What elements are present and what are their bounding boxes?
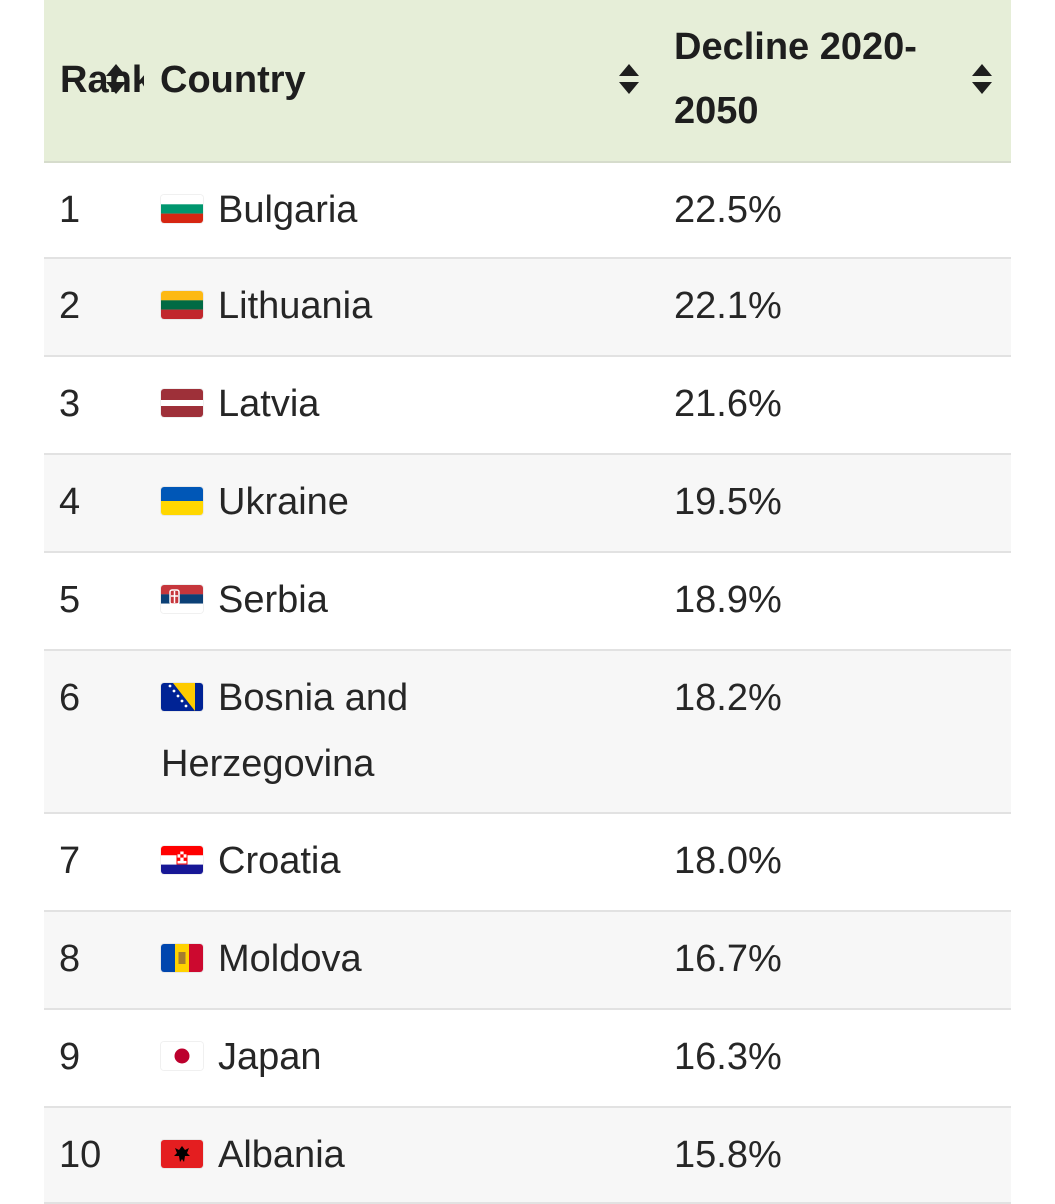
japan-flag-icon	[161, 1041, 203, 1070]
rank-cell: 8	[59, 938, 81, 980]
table-row: 3 Latvia 21.6%	[44, 357, 1011, 455]
table-row: 4 Ukraine 19.5%	[44, 455, 1011, 553]
lithuania-flag-icon	[161, 290, 203, 319]
table-header: Rank Country Decline 2020-2050	[44, 0, 1011, 163]
rank-cell: 1	[59, 189, 81, 231]
decline-value-cell: 21.6%	[674, 383, 782, 425]
country-cell: Albania	[161, 1122, 581, 1188]
croatia-flag-icon	[161, 845, 203, 874]
country-name: Latvia	[218, 383, 320, 425]
country-name: Albania	[218, 1134, 345, 1176]
rank-cell: 10	[59, 1134, 102, 1176]
country-name: Croatia	[218, 840, 341, 882]
country-name: Lithuania	[218, 285, 373, 327]
rank-cell: 3	[59, 383, 81, 425]
table-row: 1 Bulgaria 22.5%	[44, 163, 1011, 259]
country-name: Serbia	[218, 579, 328, 621]
decline-value-cell: 18.9%	[674, 579, 782, 621]
table-row: 2 Lithuania 22.1%	[44, 259, 1011, 357]
bulgaria-flag-icon	[161, 194, 203, 223]
country-cell: Serbia	[161, 567, 581, 633]
rank-cell: 4	[59, 481, 81, 523]
country-name: Moldova	[218, 938, 362, 980]
rank-cell: 9	[59, 1036, 81, 1078]
latvia-flag-icon	[161, 388, 203, 417]
country-cell: Lithuania	[161, 273, 581, 339]
country-cell: Ukraine	[161, 469, 581, 535]
country-name: Ukraine	[218, 481, 349, 523]
decline-value-cell: 19.5%	[674, 481, 782, 523]
sort-country-icon[interactable]	[617, 62, 641, 96]
moldova-flag-icon	[161, 943, 203, 972]
albania-flag-icon	[161, 1139, 203, 1168]
country-name: Bulgaria	[218, 189, 358, 231]
decline-value-cell: 18.2%	[674, 677, 782, 719]
country-name: Japan	[218, 1036, 322, 1078]
rank-column-header[interactable]: Rank	[60, 59, 144, 101]
country-column-header[interactable]: Country	[160, 59, 306, 101]
country-cell: Latvia	[161, 371, 581, 437]
country-cell: Bosnia and Herzegovina	[161, 665, 581, 797]
table-row: 9 Japan 16.3%	[44, 1010, 1011, 1108]
sort-rank-icon[interactable]	[104, 62, 128, 96]
country-cell: Croatia	[161, 828, 581, 894]
sort-decline-icon[interactable]	[970, 62, 994, 96]
bosnia-flag-icon	[161, 682, 203, 711]
table-row: 10 Albania 15.8%	[44, 1108, 1011, 1204]
decline-table: Rank Country Decline 2020-2050 1 Bulgaria…	[44, 0, 1011, 1204]
decline-value-cell: 22.5%	[674, 189, 782, 231]
decline-value-cell: 16.3%	[674, 1036, 782, 1078]
country-cell: Japan	[161, 1024, 581, 1090]
decline-value-cell: 22.1%	[674, 285, 782, 327]
decline-value-cell: 18.0%	[674, 840, 782, 882]
decline-column-header[interactable]: Decline 2020-2050	[674, 26, 917, 132]
country-name: Bosnia and Herzegovina	[161, 677, 409, 785]
country-cell: Bulgaria	[161, 177, 581, 243]
decline-value-cell: 15.8%	[674, 1134, 782, 1176]
country-cell: Moldova	[161, 926, 581, 992]
serbia-flag-icon	[161, 584, 203, 613]
table-row: 5 Serbia 18.9%	[44, 553, 1011, 651]
rank-cell: 7	[59, 840, 81, 882]
rank-cell: 6	[59, 677, 81, 719]
table-row: 8 Moldova 16.7%	[44, 912, 1011, 1010]
decline-value-cell: 16.7%	[674, 938, 782, 980]
table-body: 1 Bulgaria 22.5% 2 Lithuania 22.1% 3 Latvia 21.6…	[44, 163, 1011, 1204]
rank-cell: 5	[59, 579, 81, 621]
rank-cell: 2	[59, 285, 81, 327]
table-row: 6 Bosnia and Herzegovina 18.2%	[44, 651, 1011, 814]
ukraine-flag-icon	[161, 486, 203, 515]
table-row: 7 Croatia 18.0%	[44, 814, 1011, 912]
